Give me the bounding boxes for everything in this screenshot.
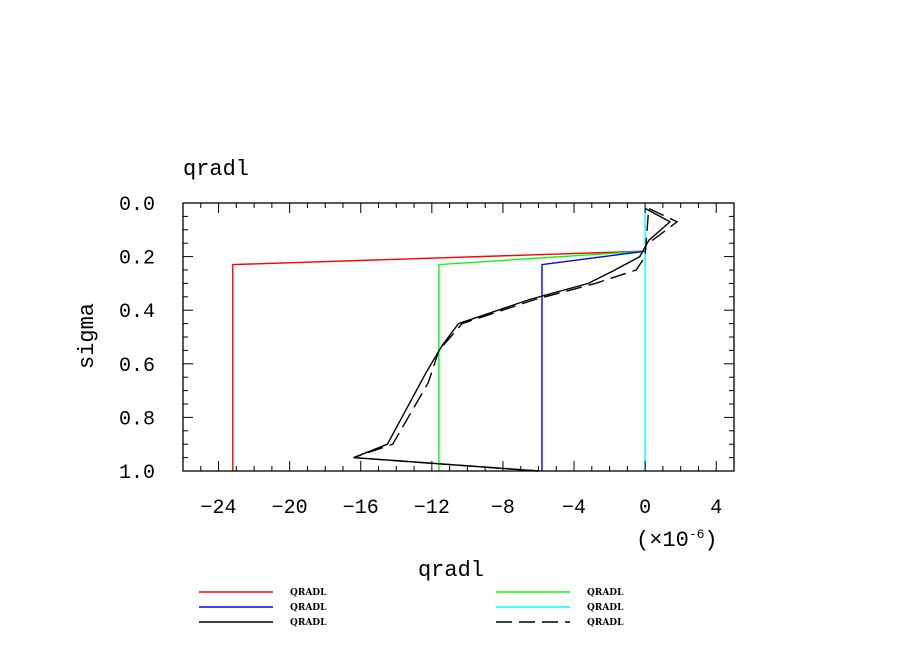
x-tick-label: −4 xyxy=(562,497,586,520)
y-tick-label: 0.6 xyxy=(119,355,155,378)
x-multiplier-close: ) xyxy=(704,528,717,553)
axis-layer: −24 −20 −16 −12 −8 −4 0 4 0.0 0.2 0.4 0.6 0.8 1.0 xyxy=(119,194,735,520)
legend-label-3: QRADL xyxy=(290,603,327,613)
x-tick-label: −8 xyxy=(491,497,515,520)
x-multiplier-exponent: -6 xyxy=(689,527,705,542)
legend-label-4: QRADL xyxy=(587,603,624,613)
legend-label-5: QRADL xyxy=(290,618,327,628)
chart-title: qradl xyxy=(183,157,249,182)
y-tick-label: 0.8 xyxy=(119,408,155,431)
y-tick-label: 0.4 xyxy=(119,301,155,324)
x-tick-label: −16 xyxy=(343,497,379,520)
legend-label-2: QRADL xyxy=(587,588,624,598)
x-tick-label: −20 xyxy=(272,497,308,520)
series-line-2 xyxy=(438,250,646,471)
x-axis-label: qradl xyxy=(418,558,484,583)
series-line-1 xyxy=(232,250,646,471)
series-line-3 xyxy=(541,250,646,471)
y-tick-label: 0.2 xyxy=(119,248,155,271)
series-line-5 xyxy=(353,207,672,472)
legend: QRADL QRADL QRADL QRADL QRADL QRADL xyxy=(199,588,624,628)
x-multiplier: (×10-6) xyxy=(636,527,718,553)
legend-label-6: QRADL xyxy=(587,618,624,628)
x-tick-label: 4 xyxy=(710,497,722,520)
series-line-6 xyxy=(353,207,679,472)
y-tick-label: 1.0 xyxy=(119,462,155,485)
x-tick-label: 0 xyxy=(639,497,651,520)
y-tick-label: 0.0 xyxy=(119,194,155,217)
legend-label-1: QRADL xyxy=(290,588,327,598)
x-tick-label: −24 xyxy=(201,497,237,520)
x-multiplier-label: (×10 xyxy=(636,528,689,553)
plot-frame xyxy=(182,202,735,472)
plot-layer xyxy=(232,207,679,472)
y-axis-label: sigma xyxy=(75,303,100,369)
x-tick-label: −12 xyxy=(414,497,450,520)
